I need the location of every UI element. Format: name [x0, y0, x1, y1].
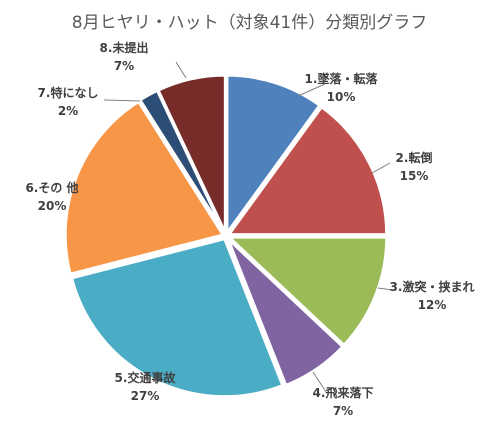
- leader-line-8: [175, 61, 187, 79]
- slice-label-7: 7.特になし: [38, 85, 99, 100]
- slice-percent-3: 12%: [418, 298, 447, 312]
- pie-slice-2: [225, 104, 389, 237]
- slice-label-8: 8.未提出: [100, 40, 149, 55]
- pie-slice-1: [225, 73, 322, 238]
- pie-slice-3: [225, 235, 389, 348]
- slice-label-1: 1.墜落・転落: [305, 71, 379, 86]
- leader-line-3: [377, 287, 393, 291]
- leader-lines-layer: [103, 61, 393, 393]
- slice-percent-5: 27%: [131, 389, 160, 403]
- slice-percent-7: 2%: [58, 104, 78, 118]
- chart-title: 8月ヒヤリ・ハット（対象41件）分類別グラフ: [71, 13, 428, 33]
- pie-slice-8: [156, 73, 227, 234]
- slice-label-4: 4.飛来落下: [313, 385, 374, 400]
- leader-line-7: [103, 99, 141, 102]
- pie-slice-4: [226, 237, 345, 388]
- labels-layer: 1.墜落・転落 10% 2.転倒 15% 3.激突・挟まれ 12% 4.飛来落下 7% 5.交通…: [25, 40, 474, 418]
- slice-percent-4: 7%: [333, 404, 353, 418]
- slice-label-5: 5.交通事故: [115, 370, 177, 385]
- pie-slice-6: [63, 99, 226, 277]
- leader-line-2: [371, 162, 391, 174]
- leader-line-1: [297, 83, 326, 97]
- slice-label-6: 6.その 他: [25, 180, 78, 195]
- slice-percent-2: 15%: [400, 169, 429, 183]
- slice-label-3: 3.激突・挟まれ: [390, 279, 475, 294]
- slice-percent-1: 10%: [327, 90, 356, 104]
- slices-layer: [63, 73, 389, 399]
- pie-slice-5: [69, 236, 285, 399]
- slice-percent-6: 20%: [38, 199, 67, 213]
- slice-label-2: 2.転倒: [396, 150, 433, 165]
- slice-percent-8: 7%: [114, 59, 134, 73]
- leader-line-4: [312, 371, 327, 393]
